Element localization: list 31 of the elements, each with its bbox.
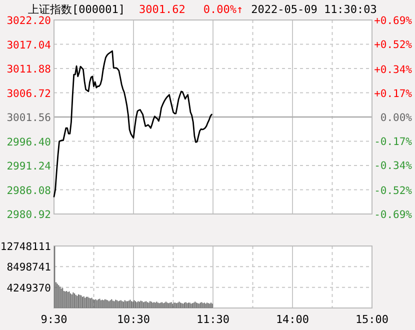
y-tick-label: 8498741 bbox=[6, 262, 51, 274]
x-tick-label: 15:00 bbox=[355, 313, 389, 326]
y2-tick-label: -0.17% bbox=[374, 136, 413, 148]
chart-title: 上证指数[000001] bbox=[28, 3, 125, 16]
y-tick-label: 3022.20 bbox=[6, 15, 51, 27]
y2-tick-label: -0.52% bbox=[374, 185, 413, 198]
line-series bbox=[53, 50, 212, 198]
y-tick-label: 4249370 bbox=[6, 282, 51, 294]
y-tick-label: 2991.24 bbox=[6, 160, 51, 172]
y-tick-label: 12748111 bbox=[0, 241, 51, 253]
text: 0.00%↑ bbox=[203, 3, 244, 16]
y-tick-label: 2980.92 bbox=[6, 209, 51, 221]
y-tick-label: 3006.72 bbox=[6, 88, 51, 100]
y2-tick-label: -0.69% bbox=[374, 209, 413, 221]
x-tick-label: 9:30 bbox=[40, 313, 68, 326]
x-tick-label: 14:00 bbox=[276, 313, 310, 326]
y2-tick-label: +0.52% bbox=[374, 38, 413, 51]
y2-tick-label: +0.34% bbox=[374, 64, 413, 76]
y-tick-label: 3011.88 bbox=[6, 64, 51, 76]
y-tick-label: 3001.56 bbox=[6, 112, 51, 124]
y-tick-label: 2996.40 bbox=[6, 136, 51, 148]
y2-tick-label: +0.17% bbox=[374, 88, 413, 100]
y-tick-label: 3017.04 bbox=[6, 39, 51, 52]
x-tick-label: 10:30 bbox=[116, 313, 150, 326]
y2-tick-label: -0.34% bbox=[374, 160, 413, 172]
y2-tick-label: +0.69% bbox=[374, 15, 413, 27]
y2-tick-label: 0.00% bbox=[380, 112, 413, 124]
y-tick-label: 2986.08 bbox=[6, 184, 51, 197]
x-tick-label: 11:30 bbox=[196, 313, 230, 326]
text: 2022-05-09 11:30:03 bbox=[251, 3, 377, 16]
text: 3001.62 bbox=[138, 3, 186, 16]
